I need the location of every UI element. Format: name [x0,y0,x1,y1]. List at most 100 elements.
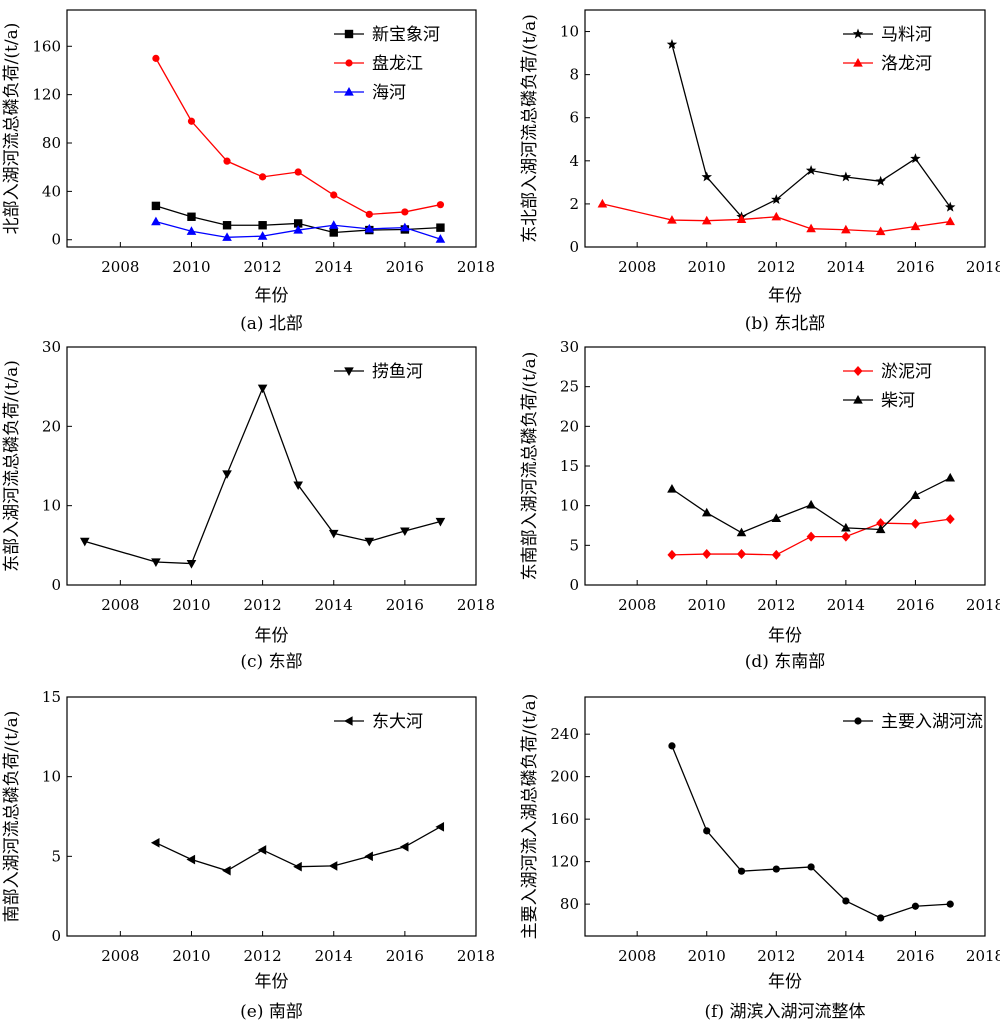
data-point [222,470,232,479]
data-point [365,210,373,218]
data-point [364,851,373,862]
y-tick-label: 30 [560,338,579,356]
x-tick-label: 2008 [618,596,656,614]
x-tick-label: 2012 [757,258,795,276]
data-point [187,117,196,125]
data-point [875,175,886,186]
x-tick-label: 2008 [618,258,656,276]
x-tick-label: 2014 [315,947,353,965]
data-point [400,222,410,232]
data-point [151,201,161,211]
y-tick-label: 15 [560,457,579,475]
data-point [737,867,746,875]
data-point [667,549,677,560]
data-point [436,223,445,232]
series-3 [151,216,446,243]
legend-label: 捞鱼河 [372,362,423,382]
data-point [805,165,817,175]
legend-label: 淤泥河 [881,362,932,382]
data-point [597,198,608,208]
data-point [293,481,303,491]
data-point [150,837,160,848]
data-point [737,549,747,560]
legend-marker [853,58,863,67]
panel-caption: (c) 东部 [240,652,302,672]
data-point [328,529,339,539]
legend-marker [344,367,354,376]
chart-panel-3: 2008 2010 2012 2014 2016 2018 0 10 20 30 年份 东部入湖河流总… [2,338,495,672]
series-1 [150,822,445,876]
data-point [258,221,267,230]
data-point [151,216,161,226]
x-tick-label: 2018 [457,258,495,276]
x-tick-label: 2014 [315,596,353,614]
y-tick-label: 0 [51,927,61,945]
series-1 [666,38,956,222]
data-point [910,221,921,231]
data-point [435,234,446,243]
plot-frame [584,696,986,937]
data-point [294,168,302,176]
legend-label: 主要入湖河流 [881,712,983,732]
x-tick-label: 2012 [244,947,282,965]
y-tick-label: 25 [560,378,579,396]
x-tick-label: 2014 [315,258,353,276]
data-point [186,226,197,235]
x-axis-label: 年份 [768,286,802,306]
series-1 [667,514,955,560]
data-point [186,854,196,865]
y-axis-label: 东南部入湖河流总磷负荷/(t/a) [520,352,540,581]
data-point [79,537,90,547]
x-tick-label: 2018 [457,596,495,614]
data-point [807,863,815,871]
y-axis-label: 南部入湖河流总磷负荷/(t/a) [2,711,22,923]
y-tick-label: 2 [569,195,579,213]
data-point [668,742,676,750]
data-point [257,845,267,855]
legend-label: 新宝象河 [372,25,440,45]
y-tick-label: 10 [560,23,579,41]
data-point [328,861,338,871]
plot-frame [66,696,477,937]
chart-panel-5: 2008 2010 2012 2014 2016 2018 0 5 10 15 年份 南部入湖河流总磷… [2,688,495,1022]
plot-frame [66,346,477,586]
legend-marker [854,717,862,725]
y-tick-label: 200 [550,768,579,786]
y-tick-label: 4 [569,152,579,170]
data-point [875,524,886,534]
data-point [772,865,780,873]
data-point [771,194,782,205]
data-point [945,514,955,525]
y-tick-label: 0 [51,231,61,249]
x-tick-label: 2008 [101,258,139,276]
data-point [223,157,231,165]
legend-marker [344,29,354,39]
chart-panel-1: 2008 2010 2012 2014 2016 2018 0 40 80 120 160 年份 北部入… [2,9,495,334]
data-point [944,201,956,212]
legend-label: 马料河 [881,25,932,45]
legend-marker [852,28,864,39]
data-point [877,914,885,922]
series-2 [597,198,956,236]
x-tick-label: 2012 [244,596,282,614]
data-point [771,211,782,221]
data-point [771,549,781,560]
y-tick-label: 10 [560,497,579,515]
legend-label: 洛龙河 [881,54,932,74]
data-point [702,549,712,560]
data-point [701,507,712,517]
data-point [840,171,852,182]
data-point [222,232,232,241]
data-point [364,223,375,233]
legend-label: 柴河 [881,391,915,411]
y-tick-label: 15 [42,688,61,706]
series-1 [668,742,954,922]
panel-caption: (f) 湖滨入湖河流整体 [705,1002,866,1022]
data-point [400,527,410,537]
series-line [155,58,441,216]
y-axis-label: 北部入湖河流总磷负荷/(t/a) [2,23,22,235]
x-tick-label: 2016 [896,947,934,965]
x-tick-label: 2012 [244,258,282,276]
data-point [841,224,851,234]
x-tick-label: 2018 [966,947,1000,965]
